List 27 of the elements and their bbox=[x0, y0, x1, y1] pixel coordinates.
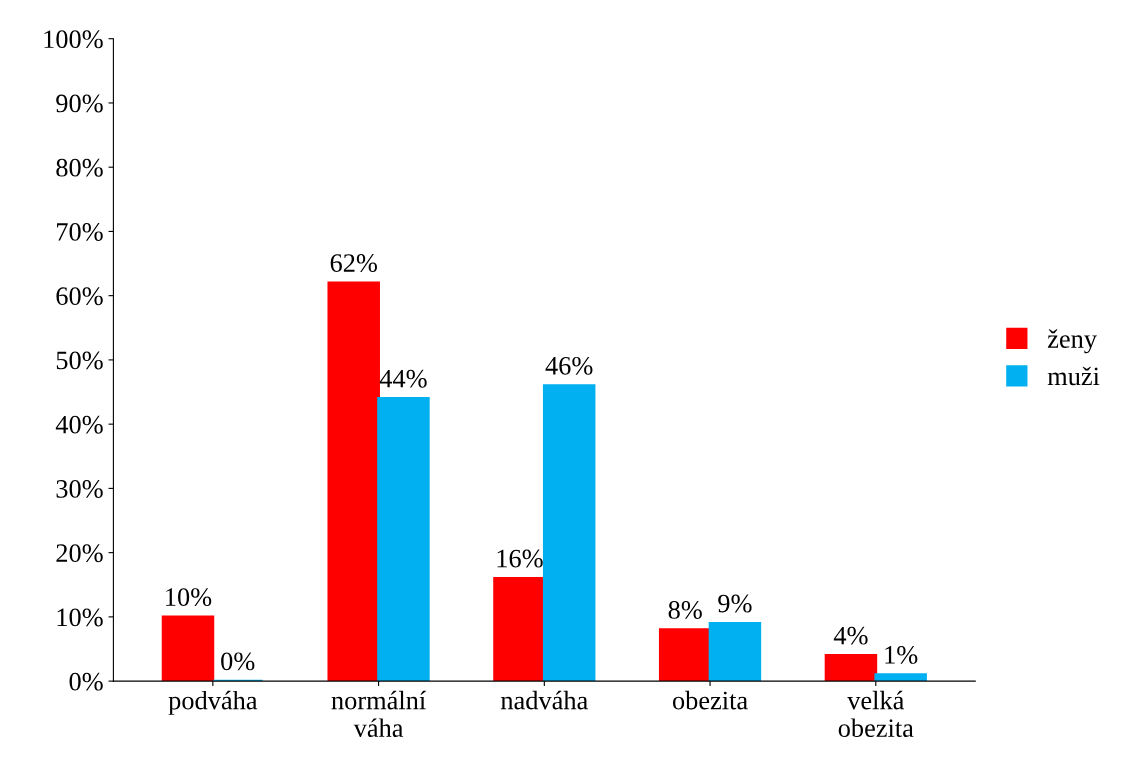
data-label: 1% bbox=[885, 645, 918, 664]
legend-label: ženy bbox=[1047, 329, 1097, 354]
y-tick-label: 30% bbox=[56, 480, 103, 498]
data-label: 9% bbox=[718, 594, 752, 613]
y-tick-label: 50% bbox=[56, 351, 103, 370]
x-tick-label: obezita bbox=[672, 690, 748, 710]
y-tick-label: 0% bbox=[69, 672, 103, 691]
y-tick-label: 90% bbox=[56, 94, 103, 113]
x-tick-label: nadváha bbox=[500, 690, 588, 710]
data-label: 4% bbox=[833, 626, 868, 645]
x-tick-label: podváha bbox=[168, 690, 258, 715]
y-tick-label: 40% bbox=[55, 415, 103, 434]
y-tick-label: 100% bbox=[44, 30, 103, 49]
y-tick-label: 20% bbox=[56, 544, 103, 563]
x-tick-label: velká obezita bbox=[838, 690, 914, 738]
data-label: 46% bbox=[545, 356, 593, 375]
y-tick-label: 10% bbox=[57, 608, 103, 627]
data-label: 10% bbox=[166, 588, 212, 607]
data-label: 0% bbox=[221, 652, 255, 671]
x-tick-label: normální váha bbox=[331, 690, 426, 738]
y-tick-label: 80% bbox=[56, 158, 103, 177]
data-label: 8% bbox=[668, 601, 702, 619]
data-label: 16% bbox=[497, 549, 543, 568]
y-tick-label: 60% bbox=[56, 287, 103, 306]
legend-label: muži bbox=[1047, 366, 1100, 386]
y-tick-label: 70% bbox=[57, 223, 103, 241]
data-label: 62% bbox=[330, 254, 378, 272]
